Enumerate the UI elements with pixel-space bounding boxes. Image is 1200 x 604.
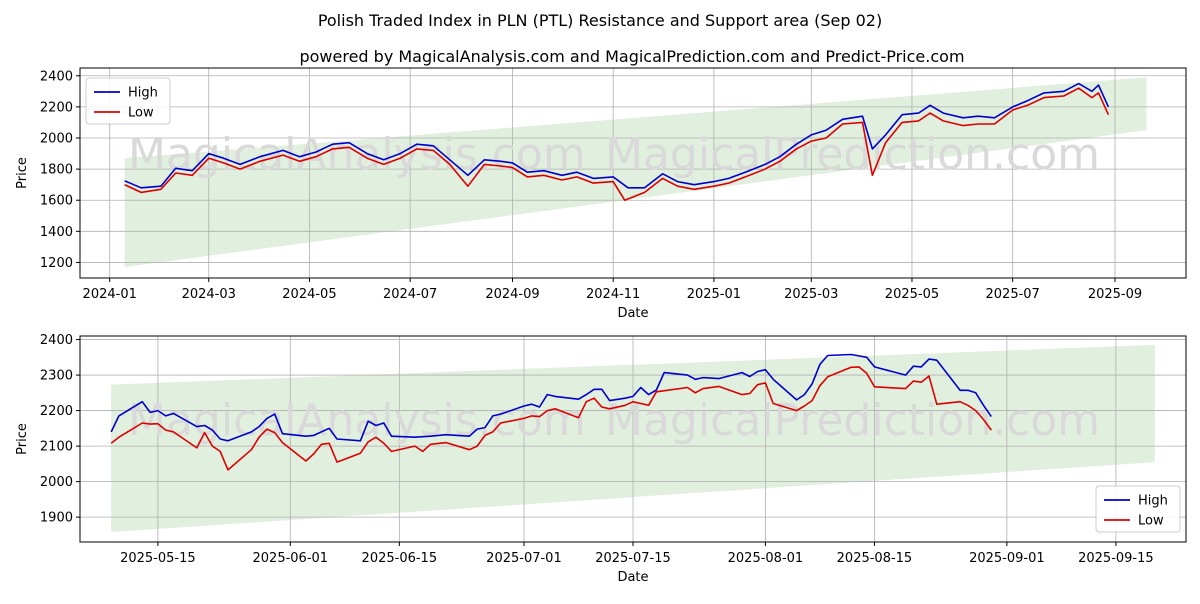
legend: High Low [1095, 485, 1181, 533]
x-axis-title: Date [617, 306, 648, 321]
x-tick-label: 2025-09 [1088, 287, 1142, 302]
x-tick-label: 2024-11 [586, 287, 640, 302]
y-tick-label: 1900 [40, 511, 73, 526]
x-tick-label: 2025-07-15 [595, 551, 671, 566]
support-resistance-band [124, 77, 1147, 268]
x-tick-label: 2025-07 [986, 287, 1040, 302]
y-axis-title: Price [15, 157, 30, 189]
x-tick-label: 2025-05 [885, 287, 939, 302]
series-line-high [110, 353, 992, 442]
legend-label-low: Low [1138, 514, 1164, 529]
watermark-analysis: MagicalAnalysis.com [128, 395, 586, 446]
x-axis-title: Date [617, 570, 648, 585]
y-tick-label: 2100 [40, 440, 73, 455]
y-tick-label: 2000 [40, 475, 73, 490]
series-line-low [124, 87, 1110, 201]
legend-label-low: Low [128, 106, 154, 121]
y-tick-label: 2200 [40, 404, 73, 419]
legend: High Low [85, 77, 171, 125]
series-line-low [110, 366, 992, 471]
x-tick-label: 2024-01 [83, 287, 137, 302]
legend-label-high: High [128, 86, 158, 101]
y-tick-label: 2200 [40, 100, 73, 115]
y-tick-label: 2400 [40, 333, 73, 348]
x-tick-label: 2025-03 [784, 287, 838, 302]
y-tick-label: 2400 [40, 69, 73, 84]
x-tick-label: 2024-09 [485, 287, 539, 302]
x-tick-label: 2025-01 [687, 287, 741, 302]
y-tick-label: 1600 [40, 194, 73, 209]
y-tick-label: 1800 [40, 163, 73, 178]
figure-subtitle: powered by MagicalAnalysis.com and Magic… [299, 47, 964, 66]
y-axis-title: Price [15, 423, 30, 455]
x-tick-label: 2024-03 [182, 287, 236, 302]
series-line-high [124, 82, 1110, 189]
x-tick-label: 2025-05-15 [120, 551, 196, 566]
chart-panel-1: MagicalAnalysis.com MagicalPrediction.com… [15, 67, 1187, 321]
y-tick-label: 1200 [40, 256, 73, 271]
figure-title: Polish Traded Index in PLN (PTL) Resista… [318, 11, 882, 30]
x-tick-label: 2025-09-15 [1078, 551, 1154, 566]
legend-label-high: High [1138, 494, 1168, 509]
y-tick-label: 2000 [40, 132, 73, 147]
chart-panel-2: MagicalAnalysis.com MagicalPrediction.com… [15, 333, 1187, 585]
x-tick-label: 2025-09-01 [969, 551, 1045, 566]
x-tick-label: 2025-08-01 [728, 551, 804, 566]
x-tick-label: 2025-08-15 [837, 551, 913, 566]
y-tick-label: 2300 [40, 369, 73, 384]
x-tick-label: 2025-07-01 [486, 551, 562, 566]
x-tick-label: 2025-06-15 [362, 551, 438, 566]
x-tick-label: 2025-06-01 [253, 551, 329, 566]
x-tick-label: 2024-07 [383, 287, 437, 302]
y-tick-label: 1400 [40, 225, 73, 240]
watermark-analysis: MagicalAnalysis.com [128, 129, 586, 180]
axes-frame [79, 67, 1187, 279]
watermark-prediction: MagicalPrediction.com [605, 395, 1100, 446]
watermark-prediction: MagicalPrediction.com [605, 129, 1100, 180]
x-tick-label: 2024-05 [282, 287, 336, 302]
